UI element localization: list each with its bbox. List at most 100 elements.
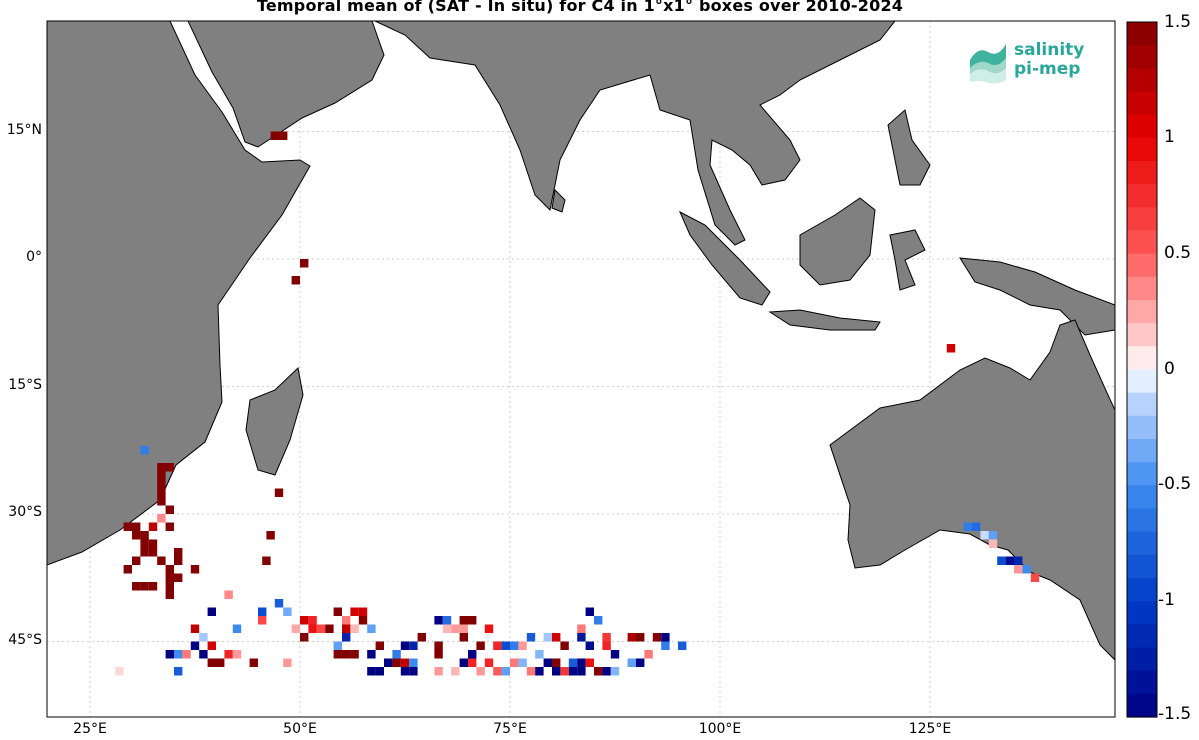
data-cell: [350, 607, 359, 616]
data-cell: [174, 556, 183, 565]
data-cell: [560, 667, 569, 676]
data-cell: [270, 131, 279, 140]
data-cell: [510, 658, 519, 667]
colorbar-swatch: [1127, 439, 1157, 463]
data-cell: [232, 650, 242, 659]
salinity-pi-mep-logo: salinity pi-mep: [966, 40, 1096, 84]
data-cell: [535, 650, 544, 659]
data-cell: [526, 667, 536, 676]
colorbar-tick-label: 0: [1164, 358, 1175, 379]
colorbar-swatch: [1127, 276, 1157, 301]
land-arabia: [187, 21, 385, 148]
colorbar-swatch: [1127, 161, 1157, 185]
data-cell: [997, 556, 1006, 565]
data-cell: [308, 624, 317, 633]
data-cell: [560, 641, 569, 650]
data-cell: [501, 641, 510, 650]
data-cell: [636, 633, 645, 642]
data-cell: [148, 539, 158, 548]
data-cell: [232, 624, 242, 633]
data-cell: [123, 522, 132, 531]
data-cell: [493, 641, 502, 650]
lat-tick-label: 30°S: [8, 504, 42, 520]
data-cell: [661, 633, 670, 642]
colorbar-swatch: [1127, 45, 1157, 69]
data-cell: [375, 667, 384, 676]
data-cell: [442, 616, 452, 625]
lat-tick-label: 45°S: [8, 631, 42, 648]
data-cell: [165, 463, 174, 472]
colorbar-swatch: [1127, 415, 1157, 440]
data-cell: [468, 650, 477, 659]
land-sri-lanka: [551, 188, 566, 213]
data-cell: [190, 641, 200, 650]
data-cell: [283, 658, 292, 667]
colorbar-swatch: [1127, 624, 1157, 649]
data-cell: [518, 658, 527, 667]
data-cell: [140, 548, 149, 557]
data-cells: [115, 131, 1040, 676]
colorbar-swatch: [1127, 554, 1157, 579]
data-cell: [543, 633, 552, 642]
colorbar: [1126, 21, 1158, 718]
data-cell: [501, 667, 510, 676]
data-cell: [316, 624, 326, 633]
map-title: Temporal mean of (SAT - In situ) for C4 …: [256, 0, 904, 15]
land-asia: [374, 21, 896, 246]
data-cell: [199, 633, 208, 642]
data-cell: [552, 633, 561, 642]
data-cell: [409, 667, 418, 676]
data-cell: [165, 582, 174, 591]
data-cell: [980, 531, 989, 540]
data-cell: [174, 667, 183, 676]
data-cell: [375, 641, 384, 650]
data-cell: [165, 522, 174, 531]
data-cell: [174, 548, 183, 557]
data-cell: [157, 556, 166, 565]
data-cell: [367, 624, 376, 633]
land-new-guinea: [959, 257, 1115, 336]
data-cell: [224, 590, 233, 599]
data-cell: [358, 616, 368, 625]
colorbar-tick-label: -0.5: [1158, 474, 1192, 495]
data-cell: [283, 607, 292, 616]
colorbar-swatch: [1127, 647, 1157, 672]
data-cell: [988, 531, 998, 540]
colorbar-tick-label: 1.5: [1164, 12, 1192, 32]
data-cell: [140, 531, 149, 540]
data-cell: [342, 624, 351, 633]
colorbar-swatch: [1127, 670, 1157, 695]
data-cell: [190, 565, 200, 574]
data-cell: [988, 539, 998, 548]
data-cell: [132, 582, 141, 591]
data-cell: [602, 633, 611, 642]
land-masses: [47, 21, 1115, 661]
data-cell: [148, 582, 158, 591]
waves-logo-icon: [970, 44, 1006, 84]
data-cell: [627, 658, 636, 667]
land-borneo: [799, 197, 876, 286]
logo-text-salinity: salinity: [1014, 40, 1085, 60]
colorbar-swatch: [1127, 392, 1157, 417]
data-cell: [350, 624, 359, 633]
land-madagascar: [245, 366, 304, 476]
land-java: [768, 309, 881, 331]
data-cell: [577, 633, 586, 642]
data-cell: [190, 624, 200, 633]
colorbar-frame: [1126, 21, 1158, 718]
colorbar-swatch: [1127, 114, 1157, 139]
data-cell: [526, 633, 536, 642]
data-cell: [585, 658, 594, 667]
data-cell: [484, 624, 494, 633]
data-cell: [400, 667, 410, 676]
data-cell: [451, 667, 460, 676]
data-cell: [300, 259, 309, 268]
data-cell: [972, 522, 981, 531]
data-cell: [594, 667, 603, 676]
data-cell: [400, 641, 410, 650]
lat-tick-label: 15°S: [8, 376, 42, 393]
data-cell: [342, 616, 351, 625]
data-cell: [358, 607, 368, 616]
data-cell: [367, 650, 376, 659]
